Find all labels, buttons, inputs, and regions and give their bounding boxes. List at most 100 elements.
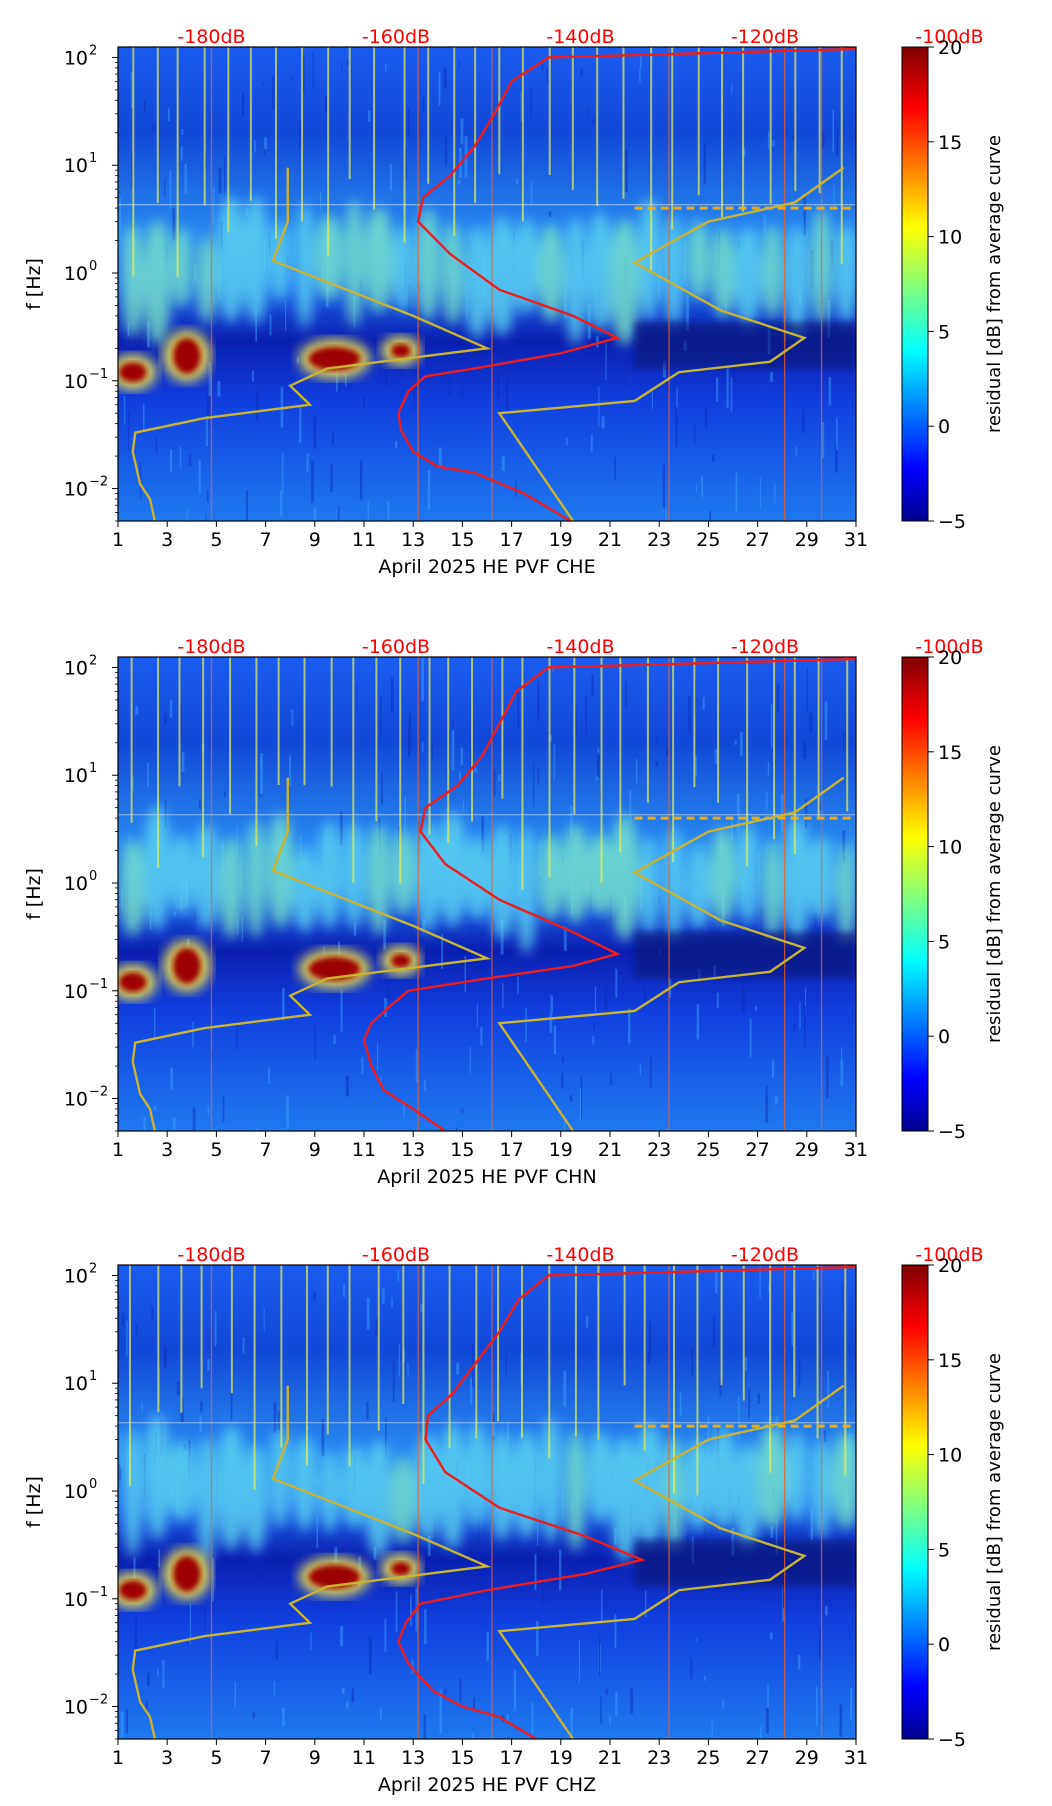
texture-streak: [803, 740, 806, 759]
noise-blob: [144, 804, 171, 932]
x-tick-label: 31: [844, 1747, 868, 1769]
texture-streak: [821, 131, 825, 148]
colorbar-tick-label: 10: [938, 1445, 962, 1467]
noise-blob: [562, 823, 590, 924]
top-db-label: -120dB: [731, 26, 799, 48]
texture-streak: [211, 1558, 214, 1602]
x-tick-label: 25: [696, 1747, 720, 1769]
texture-streak: [427, 1535, 431, 1556]
noise-blob: [834, 223, 856, 324]
texture-streak: [260, 1564, 263, 1583]
texture-streak: [145, 1700, 148, 1715]
texture-streak: [462, 799, 464, 811]
event-streak: [348, 47, 351, 179]
event-streak: [453, 47, 456, 236]
texture-streak: [299, 120, 303, 150]
texture-streak: [683, 241, 686, 280]
texture-streak: [421, 741, 424, 753]
texture-streak: [176, 1381, 180, 1396]
texture-streak: [595, 776, 598, 782]
texture-streak: [715, 1272, 718, 1293]
event-streak: [303, 657, 306, 786]
x-tick-label: 13: [401, 529, 425, 551]
x-tick-label: 13: [401, 1747, 425, 1769]
texture-streak: [798, 1655, 801, 1670]
event-streak: [844, 1265, 847, 1476]
texture-streak: [451, 730, 455, 771]
texture-streak: [541, 64, 544, 71]
dark-band: [634, 1540, 856, 1587]
event-streak: [720, 1265, 723, 1386]
y-tick-label: 10: [64, 1481, 88, 1503]
texture-streak: [569, 1094, 573, 1102]
texture-streak: [651, 391, 653, 410]
event-streak: [277, 657, 280, 785]
texture-streak: [198, 459, 201, 494]
texture-streak: [735, 472, 738, 513]
colorbar-tick-label: −5: [938, 511, 966, 533]
noise-blob: [143, 220, 172, 347]
event-streak: [696, 1265, 699, 1496]
texture-streak: [765, 1085, 768, 1093]
noise-blob: [464, 226, 490, 340]
noise-blob: [169, 835, 195, 917]
x-tick-label: 25: [696, 1139, 720, 1161]
texture-streak: [658, 896, 661, 904]
texture-streak: [662, 465, 665, 508]
texture-streak: [456, 1362, 460, 1375]
texture-streak: [535, 1621, 539, 1656]
texture-streak: [121, 1313, 125, 1326]
texture-streak: [703, 142, 706, 185]
texture-streak: [566, 437, 568, 446]
texture-streak: [635, 758, 638, 784]
texture-streak: [368, 110, 371, 122]
texture-streak: [722, 1699, 725, 1708]
texture-streak: [313, 507, 317, 521]
texture-streak: [391, 1297, 393, 1309]
texture-streak: [455, 1127, 459, 1131]
texture-streak: [812, 1270, 815, 1281]
texture-streak: [397, 1269, 400, 1282]
texture-streak: [561, 1073, 564, 1089]
x-tick-label: 5: [210, 529, 222, 551]
noise-blob: [638, 197, 661, 322]
texture-streak: [614, 1614, 617, 1649]
colorbar-tick-label: 0: [938, 416, 950, 438]
y-tick-base: 10: [64, 657, 88, 679]
hotspot-core: [172, 947, 201, 984]
texture-streak: [755, 1006, 758, 1011]
y-tick-label: 10: [64, 1373, 88, 1395]
texture-streak: [408, 725, 411, 757]
event-streak: [422, 1265, 425, 1484]
texture-streak: [170, 1067, 173, 1091]
texture-streak: [780, 794, 784, 832]
x-tick-label: 13: [401, 1139, 425, 1161]
event-streak: [717, 657, 720, 803]
x-tick-label: 29: [795, 529, 819, 551]
texture-streak: [405, 148, 407, 181]
x-tick-label: 1: [112, 1139, 124, 1161]
texture-streak: [299, 398, 301, 407]
plot-frame: [117, 46, 857, 522]
texture-streak: [291, 709, 294, 726]
texture-streak: [513, 1578, 516, 1590]
event-streak: [375, 657, 378, 822]
y-tick-label: 10: [64, 1265, 88, 1287]
texture-streak: [730, 817, 734, 846]
noise-blob: [762, 839, 782, 939]
event-streak: [693, 657, 696, 788]
texture-streak: [120, 1711, 124, 1738]
texture-streak: [118, 1464, 122, 1482]
texture-streak: [553, 1025, 557, 1055]
spectrogram-plot-area: [118, 47, 856, 521]
texture-streak: [819, 801, 822, 811]
texture-streak: [508, 327, 511, 367]
texture-streak: [410, 1594, 412, 1615]
texture-streak: [194, 265, 197, 281]
texture-streak: [609, 1715, 611, 1725]
texture-streak: [380, 1076, 382, 1084]
noise-blob: [415, 821, 441, 933]
texture-streak: [554, 1543, 557, 1566]
texture-streak: [444, 1688, 447, 1695]
